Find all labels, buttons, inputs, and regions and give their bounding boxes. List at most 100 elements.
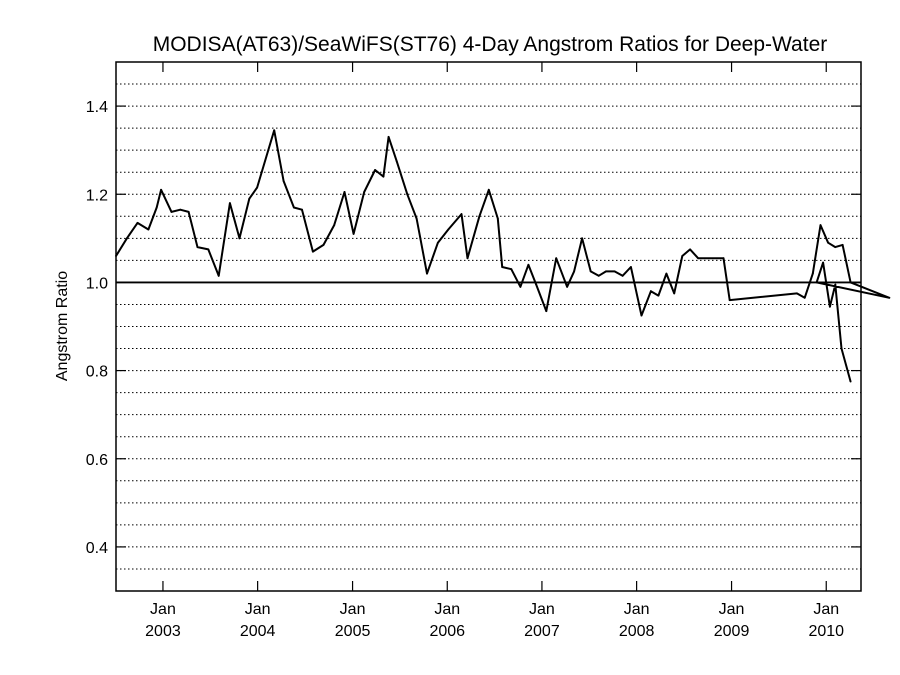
data-point (681, 255, 684, 257)
data-point (238, 237, 241, 240)
data-point (460, 213, 463, 216)
data-point (312, 250, 314, 253)
x-tick-label-month: Jan (150, 601, 176, 618)
data-point (322, 244, 325, 246)
x-tick-label-year: 2008 (619, 623, 655, 640)
data-point (597, 274, 600, 277)
data-point (689, 248, 691, 251)
data-point (650, 290, 652, 293)
data-point (822, 261, 824, 264)
data-point (382, 175, 385, 178)
y-tick-label: 0.4 (86, 540, 108, 557)
data-point (136, 222, 139, 224)
data-point (273, 129, 276, 132)
x-tick-label-year: 2005 (335, 623, 371, 640)
data-point (447, 228, 450, 231)
data-point (535, 283, 538, 286)
data-point (605, 270, 607, 273)
data-point (179, 208, 182, 211)
data-point (363, 191, 366, 193)
x-tick-label-year: 2010 (808, 623, 844, 640)
y-tick-label: 0.6 (86, 452, 108, 469)
data-point (640, 314, 643, 317)
data-point (501, 266, 504, 268)
data-point (613, 270, 616, 273)
data-point (849, 281, 852, 284)
data-point (374, 169, 376, 171)
data-point (673, 292, 676, 295)
data-point (333, 224, 336, 227)
y-tick-label: 1.2 (86, 187, 108, 204)
data-point (282, 180, 285, 182)
series-line (115, 129, 891, 382)
data-point (229, 202, 231, 205)
y-tick-label: 0.8 (86, 364, 108, 381)
data-point (478, 215, 481, 218)
data-point (665, 272, 668, 275)
data-point (155, 206, 158, 209)
data-point (581, 237, 583, 240)
data-point (589, 270, 592, 273)
x-tick-label-month: Jan (529, 601, 555, 618)
x-tick-label-month: Jan (624, 601, 650, 618)
data-point (555, 257, 558, 260)
data-point (147, 228, 150, 231)
data-point (352, 233, 355, 235)
data-point (819, 224, 822, 227)
y-axis-ticks: 0.4 0.6 0.8 1.0 1.2 1.4 (86, 99, 861, 557)
x-tick-label-year: 2003 (145, 623, 181, 640)
series-group (115, 129, 891, 383)
data-point (888, 296, 891, 299)
data-point (466, 257, 469, 260)
data-point (160, 188, 163, 191)
data-point (437, 241, 439, 244)
data-point (728, 299, 731, 301)
x-tick-label-month: Jan (434, 601, 460, 618)
y-tick-label: 1.4 (86, 99, 108, 116)
data-point (293, 206, 295, 209)
x-tick-label-month: Jan (245, 601, 271, 618)
data-point (387, 136, 390, 138)
data-point (566, 285, 568, 288)
y-tick-label: 1.0 (86, 275, 108, 292)
data-point (510, 268, 513, 271)
data-point (621, 274, 624, 277)
data-point (126, 237, 128, 240)
data-point (803, 296, 806, 299)
x-tick-label-month: Jan (340, 601, 366, 618)
data-point (834, 246, 837, 249)
data-point (301, 208, 303, 211)
y-axis-label: Angstrom Ratio (54, 271, 71, 381)
data-point (519, 285, 522, 288)
data-point (827, 241, 829, 244)
data-point (406, 193, 409, 196)
data-point (496, 217, 499, 220)
data-point (217, 274, 220, 277)
x-axis-ticks: Jan 2003 Jan 2004 Jan 2005 Jan 2006 Jan 2007 Jan 20… (145, 62, 844, 640)
chart-title: MODISA(AT63)/SeaWiFS(ST76) 4-Day Angstro… (153, 33, 828, 56)
data-point (849, 380, 852, 383)
data-point (343, 191, 346, 193)
gridlines (116, 83, 861, 570)
data-point (573, 270, 575, 273)
data-point (187, 211, 190, 213)
data-point (545, 310, 548, 312)
data-point (796, 292, 798, 295)
data-point (657, 294, 660, 297)
x-tick-label-year: 2009 (714, 623, 750, 640)
data-point (395, 160, 398, 163)
data-point (256, 186, 258, 189)
data-point (722, 257, 725, 260)
x-tick-label-month: Jan (719, 601, 745, 618)
data-point (170, 211, 173, 213)
x-tick-label-year: 2004 (240, 623, 276, 640)
data-point (697, 257, 699, 260)
data-point (415, 217, 418, 220)
x-tick-label-year: 2006 (429, 623, 465, 640)
x-tick-label-year: 2007 (524, 623, 560, 640)
plot-frame (115, 61, 862, 592)
data-point (834, 283, 837, 286)
data-point (630, 266, 632, 268)
data-point (811, 272, 814, 275)
data-point (829, 305, 831, 308)
